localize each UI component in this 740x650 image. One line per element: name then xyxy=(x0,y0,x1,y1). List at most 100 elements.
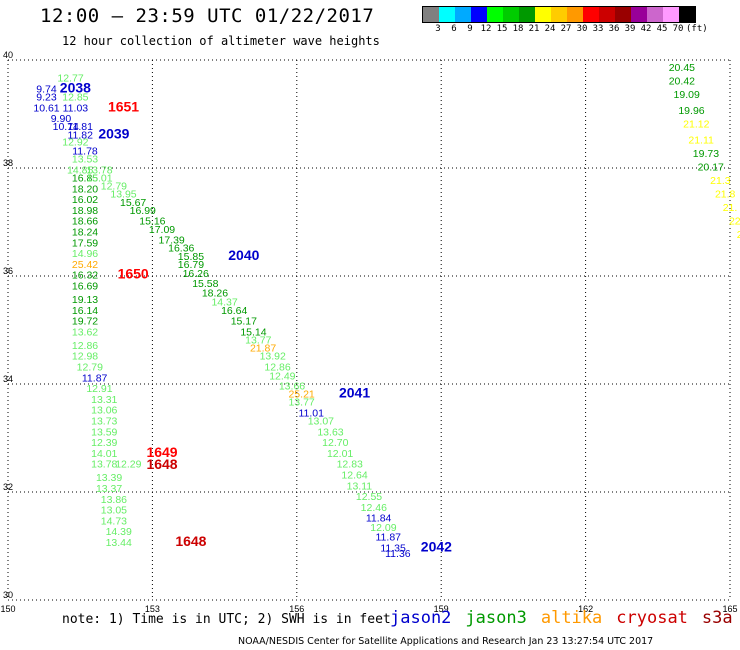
wave-height-label: 19.72 xyxy=(72,316,98,328)
legend-s3a: s3a xyxy=(701,608,733,628)
wave-height-label: 12.85 xyxy=(62,92,88,104)
color-scale-label: 15 xyxy=(496,24,508,34)
wave-height-label: 10.74 xyxy=(53,121,79,133)
x-tick-label: 150 xyxy=(0,604,15,614)
y-tick-label: 32 xyxy=(3,482,13,492)
wave-height-label: 19.13 xyxy=(72,294,98,306)
color-swatch xyxy=(567,7,583,22)
wave-height-label: 13.59 xyxy=(91,426,117,438)
wave-height-label: 19.09 xyxy=(674,89,700,101)
pass-time-label: 1651 xyxy=(108,98,139,114)
wave-height-label: 12.01 xyxy=(327,448,353,460)
pass-time-label: 2041 xyxy=(339,385,370,401)
wave-height-label: 11.03 xyxy=(63,102,89,114)
pass-time-label: 2039 xyxy=(98,125,129,141)
color-scale-label: 30 xyxy=(576,24,588,34)
pass-time-label: 2040 xyxy=(228,247,259,263)
wave-height-label: 17.59 xyxy=(72,237,98,249)
wave-height-label: 12.29 xyxy=(115,459,141,471)
wave-height-label: 11.81 xyxy=(67,121,93,133)
color-swatch xyxy=(455,7,471,22)
wave-height-label: 19.73 xyxy=(693,148,719,160)
wave-height-label: 13.95 xyxy=(110,189,136,201)
x-tick-label: 159 xyxy=(434,604,449,614)
wave-height-label: 16.02 xyxy=(72,194,98,206)
wave-height-label: 13.39 xyxy=(96,472,122,484)
wave-height-label: 14.96 xyxy=(72,248,98,260)
wave-height-label: 20.45 xyxy=(669,62,695,74)
wave-height-label: 25.21 xyxy=(288,389,314,401)
wave-height-label: 13.06 xyxy=(91,405,117,417)
color-scale-label: 18 xyxy=(512,24,524,34)
wave-height-label: 11.84 xyxy=(366,513,392,525)
wave-height-label: 12.86 xyxy=(264,362,290,374)
wave-height-label: 2 xyxy=(737,229,740,241)
y-tick-label: 36 xyxy=(3,266,13,276)
wave-height-label: 13.11 xyxy=(347,480,373,492)
wave-height-label: 13.78 xyxy=(86,164,112,176)
color-scale-label: (ft) xyxy=(686,24,708,34)
wave-height-label: 15.14 xyxy=(240,326,266,338)
wave-height-label: 12.46 xyxy=(361,502,387,514)
color-swatch xyxy=(551,7,567,22)
credit-line: NOAA/NESDIS Center for Satellite Applica… xyxy=(238,636,654,647)
wave-height-label: 12.64 xyxy=(341,470,367,482)
wave-height-label: 9.23 xyxy=(36,92,57,104)
wave-height-label: 10.61 xyxy=(33,102,59,114)
color-scale-label: 6 xyxy=(451,24,457,34)
pass-time-label: 1648 xyxy=(175,533,206,549)
wave-height-label: 16.69 xyxy=(72,281,98,293)
color-scale-label: 42 xyxy=(640,24,652,34)
pass-time-label: 1649 xyxy=(146,444,177,460)
wave-height-label: 16.36 xyxy=(168,243,194,255)
legend-altika: altika xyxy=(540,608,603,628)
wave-height-label: 14.37 xyxy=(211,297,237,309)
color-swatch xyxy=(535,7,551,22)
x-tick-label: 162 xyxy=(578,604,593,614)
wave-height-label: 13.66 xyxy=(279,380,305,392)
color-swatch xyxy=(615,7,631,22)
wave-height-label: 21.11 xyxy=(688,135,714,147)
color-swatch xyxy=(599,7,615,22)
wave-height-label: 13.73 xyxy=(91,416,117,428)
satellite-legend: jason2 jason3 altika cryosat s3a xyxy=(390,608,740,628)
wave-height-label: 11.01 xyxy=(298,407,324,419)
wave-height-label: 13.62 xyxy=(72,326,98,338)
wave-height-label: 11.82 xyxy=(67,129,93,141)
wave-height-label: 12.55 xyxy=(356,491,382,503)
color-swatch xyxy=(471,7,487,22)
pass-time-label: 1650 xyxy=(118,266,149,282)
wave-height-label: 16.79 xyxy=(178,259,204,271)
wave-height-label: 18.66 xyxy=(72,216,98,228)
wave-height-label: 16.64 xyxy=(221,305,247,317)
wave-height-label: 21.12 xyxy=(683,119,709,131)
wave-height-label: 17.09 xyxy=(149,224,175,236)
wave-height-label: 15.01 xyxy=(86,173,112,185)
wave-height-label: 20.17 xyxy=(698,162,724,174)
wave-height-label: 13.77 xyxy=(288,397,314,409)
color-swatch xyxy=(583,7,599,22)
color-scale-label: 24 xyxy=(544,24,556,34)
wave-height-label: 12.91 xyxy=(86,383,112,395)
pass-time-label: 2038 xyxy=(60,79,91,95)
color-swatch xyxy=(631,7,647,22)
y-tick-label: 38 xyxy=(3,158,13,168)
wave-height-label: 9.90 xyxy=(51,113,72,125)
legend-cryosat: cryosat xyxy=(616,608,688,628)
wave-height-label: 11.36 xyxy=(385,548,411,560)
wave-height-label: 13.53 xyxy=(72,154,98,166)
wave-height-label: 11.78 xyxy=(72,146,98,158)
wave-height-label: 16.85 xyxy=(72,173,98,185)
color-scale-label: 36 xyxy=(608,24,620,34)
wave-height-label: 15.58 xyxy=(192,278,218,290)
wave-height-label: 13.31 xyxy=(91,394,117,406)
x-tick-label: 153 xyxy=(145,604,160,614)
pass-time-label: 1648 xyxy=(146,456,177,472)
wave-height-label: 15.16 xyxy=(139,216,165,228)
wave-height-label: 18.26 xyxy=(202,288,228,300)
color-scale-label: 21 xyxy=(528,24,540,34)
wave-height-label: 9.74 xyxy=(36,83,57,95)
color-scale-label: 3 xyxy=(435,24,441,34)
color-swatch xyxy=(647,7,663,22)
wave-height-label: 14.85 xyxy=(67,164,93,176)
